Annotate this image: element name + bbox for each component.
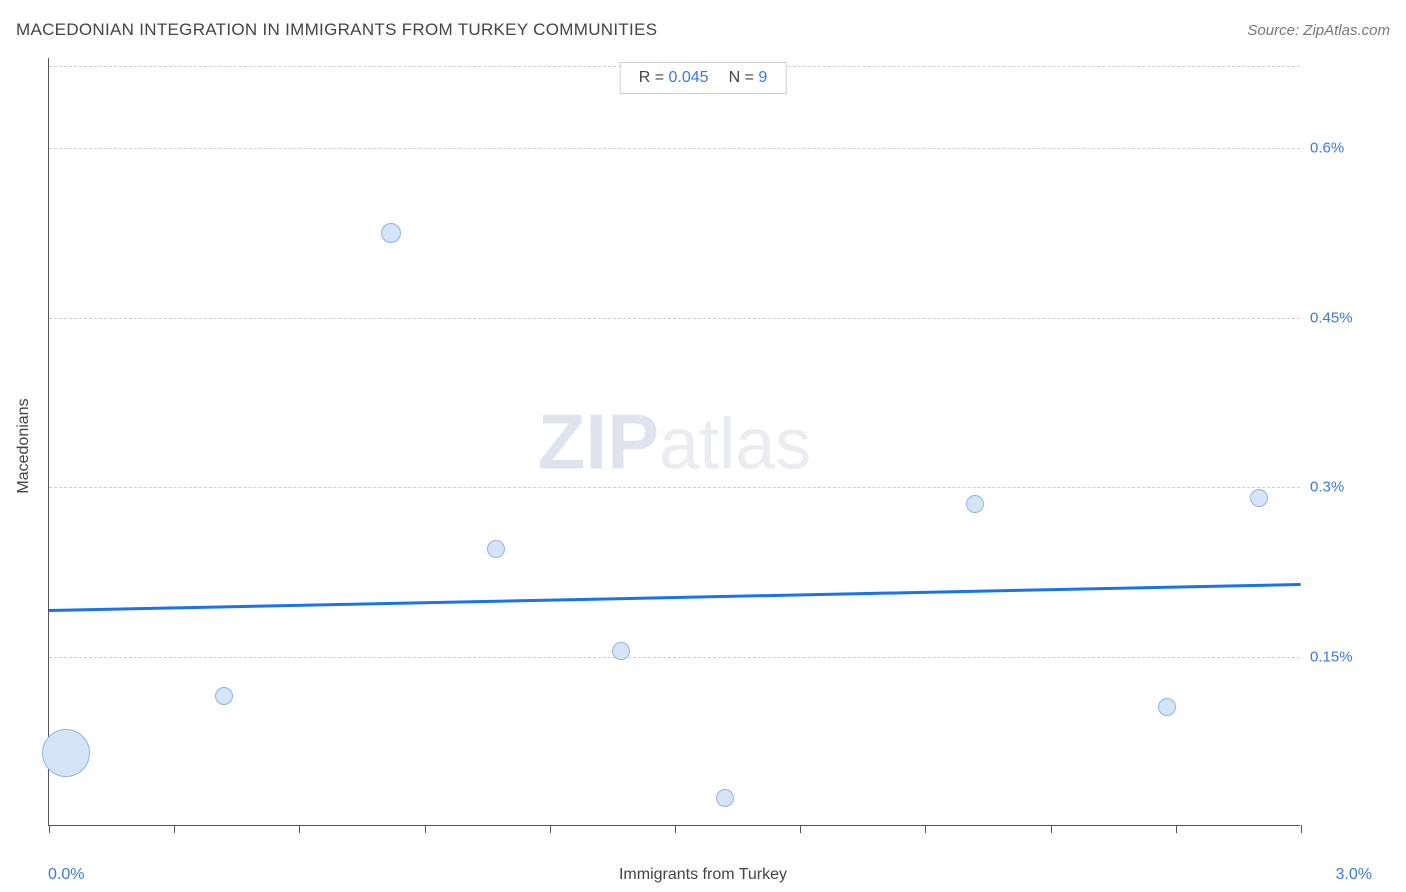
data-point (966, 495, 984, 513)
grid-line (49, 487, 1300, 488)
grid-line (49, 318, 1300, 319)
data-point (487, 540, 505, 558)
n-label: N = (729, 69, 759, 86)
source-attribution: Source: ZipAtlas.com (1247, 22, 1390, 39)
watermark-bold: ZIP (538, 397, 659, 485)
n-stat: N = 9 (729, 69, 768, 87)
x-tick (550, 825, 551, 833)
data-point (716, 789, 734, 807)
x-tick (1176, 825, 1177, 833)
data-point (215, 687, 233, 705)
scatter-plot-area: ZIPatlas 0.15%0.3%0.45%0.6% (48, 58, 1300, 826)
y-axis-label: Macedonians (15, 398, 33, 493)
x-tick (425, 825, 426, 833)
watermark-rest: atlas (659, 404, 811, 484)
x-tick (800, 825, 801, 833)
data-point (381, 223, 401, 243)
data-point (1158, 698, 1176, 716)
x-tick (675, 825, 676, 833)
x-tick (174, 825, 175, 833)
x-tick (1051, 825, 1052, 833)
r-value: 0.045 (669, 69, 709, 86)
r-label: R = (639, 69, 669, 86)
grid-line (49, 148, 1300, 149)
source-prefix: Source: (1247, 22, 1303, 39)
regression-line (49, 583, 1301, 612)
regression-stats-box: R = 0.045 N = 9 (620, 62, 787, 94)
x-axis-min-label: 0.0% (48, 866, 84, 884)
y-tick-label: 0.15% (1310, 648, 1380, 665)
x-axis-max-label: 3.0% (1336, 866, 1372, 884)
x-tick (49, 825, 50, 833)
chart-header: MACEDONIAN INTEGRATION IN IMMIGRANTS FRO… (16, 20, 1390, 40)
x-tick (1301, 825, 1302, 833)
y-tick-label: 0.45% (1310, 309, 1380, 326)
chart-title: MACEDONIAN INTEGRATION IN IMMIGRANTS FRO… (16, 20, 657, 40)
n-value: 9 (758, 69, 767, 86)
source-name: ZipAtlas.com (1303, 22, 1390, 39)
watermark-logo: ZIPatlas (538, 396, 811, 487)
r-stat: R = 0.045 (639, 69, 709, 87)
x-tick (299, 825, 300, 833)
x-axis-label: Immigrants from Turkey (619, 866, 787, 884)
data-point (42, 729, 90, 777)
y-tick-label: 0.6% (1310, 140, 1380, 157)
grid-line (49, 657, 1300, 658)
y-tick-label: 0.3% (1310, 479, 1380, 496)
data-point (612, 642, 630, 660)
data-point (1250, 489, 1268, 507)
x-tick (925, 825, 926, 833)
